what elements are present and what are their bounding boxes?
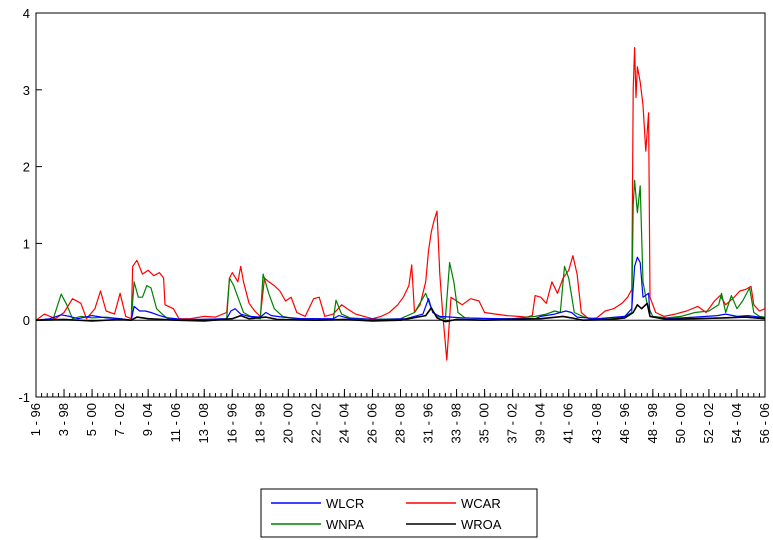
series-line-wlcr bbox=[35, 256, 766, 321]
x-tick-label: 41 - 06 bbox=[561, 403, 576, 443]
legend: WLCR WCAR WNPA WROA bbox=[260, 488, 538, 538]
y-tick-label: 4 bbox=[23, 6, 30, 21]
x-tick-label: 35 - 00 bbox=[477, 403, 492, 443]
plot-frame bbox=[35, 12, 766, 398]
x-tick-label: 43 - 08 bbox=[589, 403, 604, 443]
legend-label-wroa: WROA bbox=[461, 517, 502, 532]
y-tick-label: 3 bbox=[23, 83, 30, 98]
y-tick-label: -1 bbox=[18, 390, 30, 405]
x-tick-label: 37 - 02 bbox=[505, 403, 520, 443]
x-tick-label: 56 - 06 bbox=[757, 403, 772, 443]
legend-label-wcar: WCAR bbox=[461, 496, 501, 511]
legend-box bbox=[260, 488, 538, 538]
y-axis: -1 0 1 2 3 4 bbox=[18, 6, 42, 405]
x-tick-label: 1 - 96 bbox=[28, 403, 43, 436]
x-tick-label: 39 - 04 bbox=[533, 403, 548, 443]
x-tick-label: 5 - 00 bbox=[84, 403, 99, 436]
x-tick-label: 46 - 96 bbox=[617, 403, 632, 443]
x-tick-label: 26 - 06 bbox=[364, 403, 379, 443]
x-tick-label: 48 - 98 bbox=[645, 403, 660, 443]
x-tick-label: 22 - 02 bbox=[308, 403, 323, 443]
x-tick-label: 31 - 96 bbox=[421, 403, 436, 443]
x-tick-label: 7 - 02 bbox=[112, 403, 127, 436]
x-tick-label: 3 - 98 bbox=[56, 403, 71, 436]
x-tick-label: 20 - 00 bbox=[280, 403, 295, 443]
x-tick-label: 24 - 04 bbox=[336, 403, 351, 443]
series-group bbox=[35, 46, 766, 361]
y-tick-label: 0 bbox=[23, 313, 30, 328]
x-tick-label: 9 - 04 bbox=[140, 403, 155, 436]
legend-label-wlcr: WLCR bbox=[326, 496, 364, 511]
legend-label-wnpa: WNPA bbox=[326, 517, 364, 532]
x-tick-label: 13 - 08 bbox=[196, 403, 211, 443]
series-line-wroa bbox=[35, 302, 766, 323]
x-tick-label: 54 - 04 bbox=[729, 403, 744, 443]
y-tick-label: 2 bbox=[23, 160, 30, 175]
x-tick-label: 28 - 08 bbox=[393, 403, 408, 443]
x-axis: 1 - 96 3 - 98 5 - 00 7 - 02 9 - 04 11 - 06 13 … bbox=[28, 389, 772, 443]
y-tick-label: 1 bbox=[23, 236, 30, 251]
x-tick-label: 16 - 96 bbox=[224, 403, 239, 443]
x-tick-label: 11 - 06 bbox=[168, 403, 183, 443]
x-tick-label: 50 - 00 bbox=[673, 403, 688, 443]
series-line-wcar bbox=[35, 46, 766, 361]
x-tick-label: 33 - 98 bbox=[449, 403, 464, 443]
x-tick-label: 52 - 02 bbox=[701, 403, 716, 443]
x-tick-label: 18 - 98 bbox=[252, 403, 267, 443]
